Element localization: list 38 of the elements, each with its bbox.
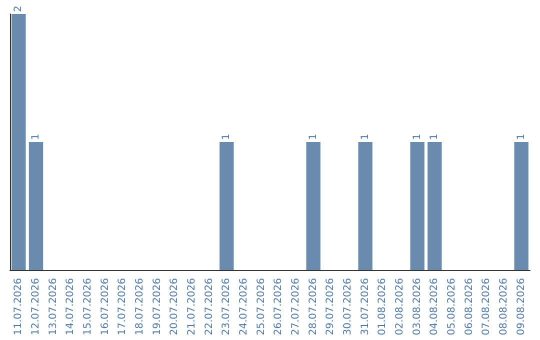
x-tick-label: 13.07.2026: [48, 278, 59, 336]
x-tick-label: 26.07.2026: [273, 278, 284, 336]
x-tick-label: 14.07.2026: [65, 278, 76, 336]
x-tick-label: 27.07.2026: [290, 278, 302, 336]
x-tick-label: 11.07.2026: [13, 278, 24, 336]
x-tick-label: 01.08.2026: [377, 278, 388, 336]
data-label: 1: [412, 134, 423, 140]
x-tick-label: 23.07.2026: [221, 278, 232, 336]
x-tick-label: 16.07.2026: [100, 278, 111, 336]
x-tick-label: 19.07.2026: [152, 278, 163, 336]
x-tick-label: 07.08.2026: [481, 278, 492, 336]
x-tick-label: 09.08.2026: [516, 278, 527, 336]
data-label: 1: [429, 134, 440, 140]
x-tick-label: 17.07.2026: [117, 278, 128, 336]
x-tick-label: 21.07.2026: [186, 278, 198, 336]
x-tick-label: 31.07.2026: [360, 278, 371, 336]
x-tick-label: 20.07.2026: [169, 278, 180, 336]
x-tick-label: 02.08.2026: [394, 278, 406, 336]
x-tick-label: 22.07.2026: [204, 278, 215, 336]
x-tick-label: 03.08.2026: [412, 278, 423, 336]
x-tick-label: 28.07.2026: [308, 278, 319, 336]
x-tick-label: 08.08.2026: [498, 278, 510, 336]
data-label: 1: [516, 134, 527, 140]
x-tick-label: 15.07.2026: [82, 278, 94, 336]
data-label: 1: [221, 134, 232, 140]
x-tick-label: 30.07.2026: [342, 278, 354, 336]
data-label: 1: [30, 134, 42, 140]
x-tick-label: 18.07.2026: [134, 278, 146, 336]
data-label: 1: [360, 134, 371, 140]
x-tick-label: 25.07.2026: [256, 278, 267, 336]
x-tick-label: 04.08.2026: [429, 278, 440, 336]
data-label: 1: [308, 134, 319, 140]
x-tick-label: 12.07.2026: [30, 278, 42, 336]
x-tick-label: 24.07.2026: [238, 278, 250, 336]
x-tick-label: 06.08.2026: [464, 278, 475, 336]
x-tick-label: 05.08.2026: [446, 278, 458, 336]
data-label: 2: [13, 6, 24, 12]
x-tick-label: 29.07.2026: [325, 278, 336, 336]
